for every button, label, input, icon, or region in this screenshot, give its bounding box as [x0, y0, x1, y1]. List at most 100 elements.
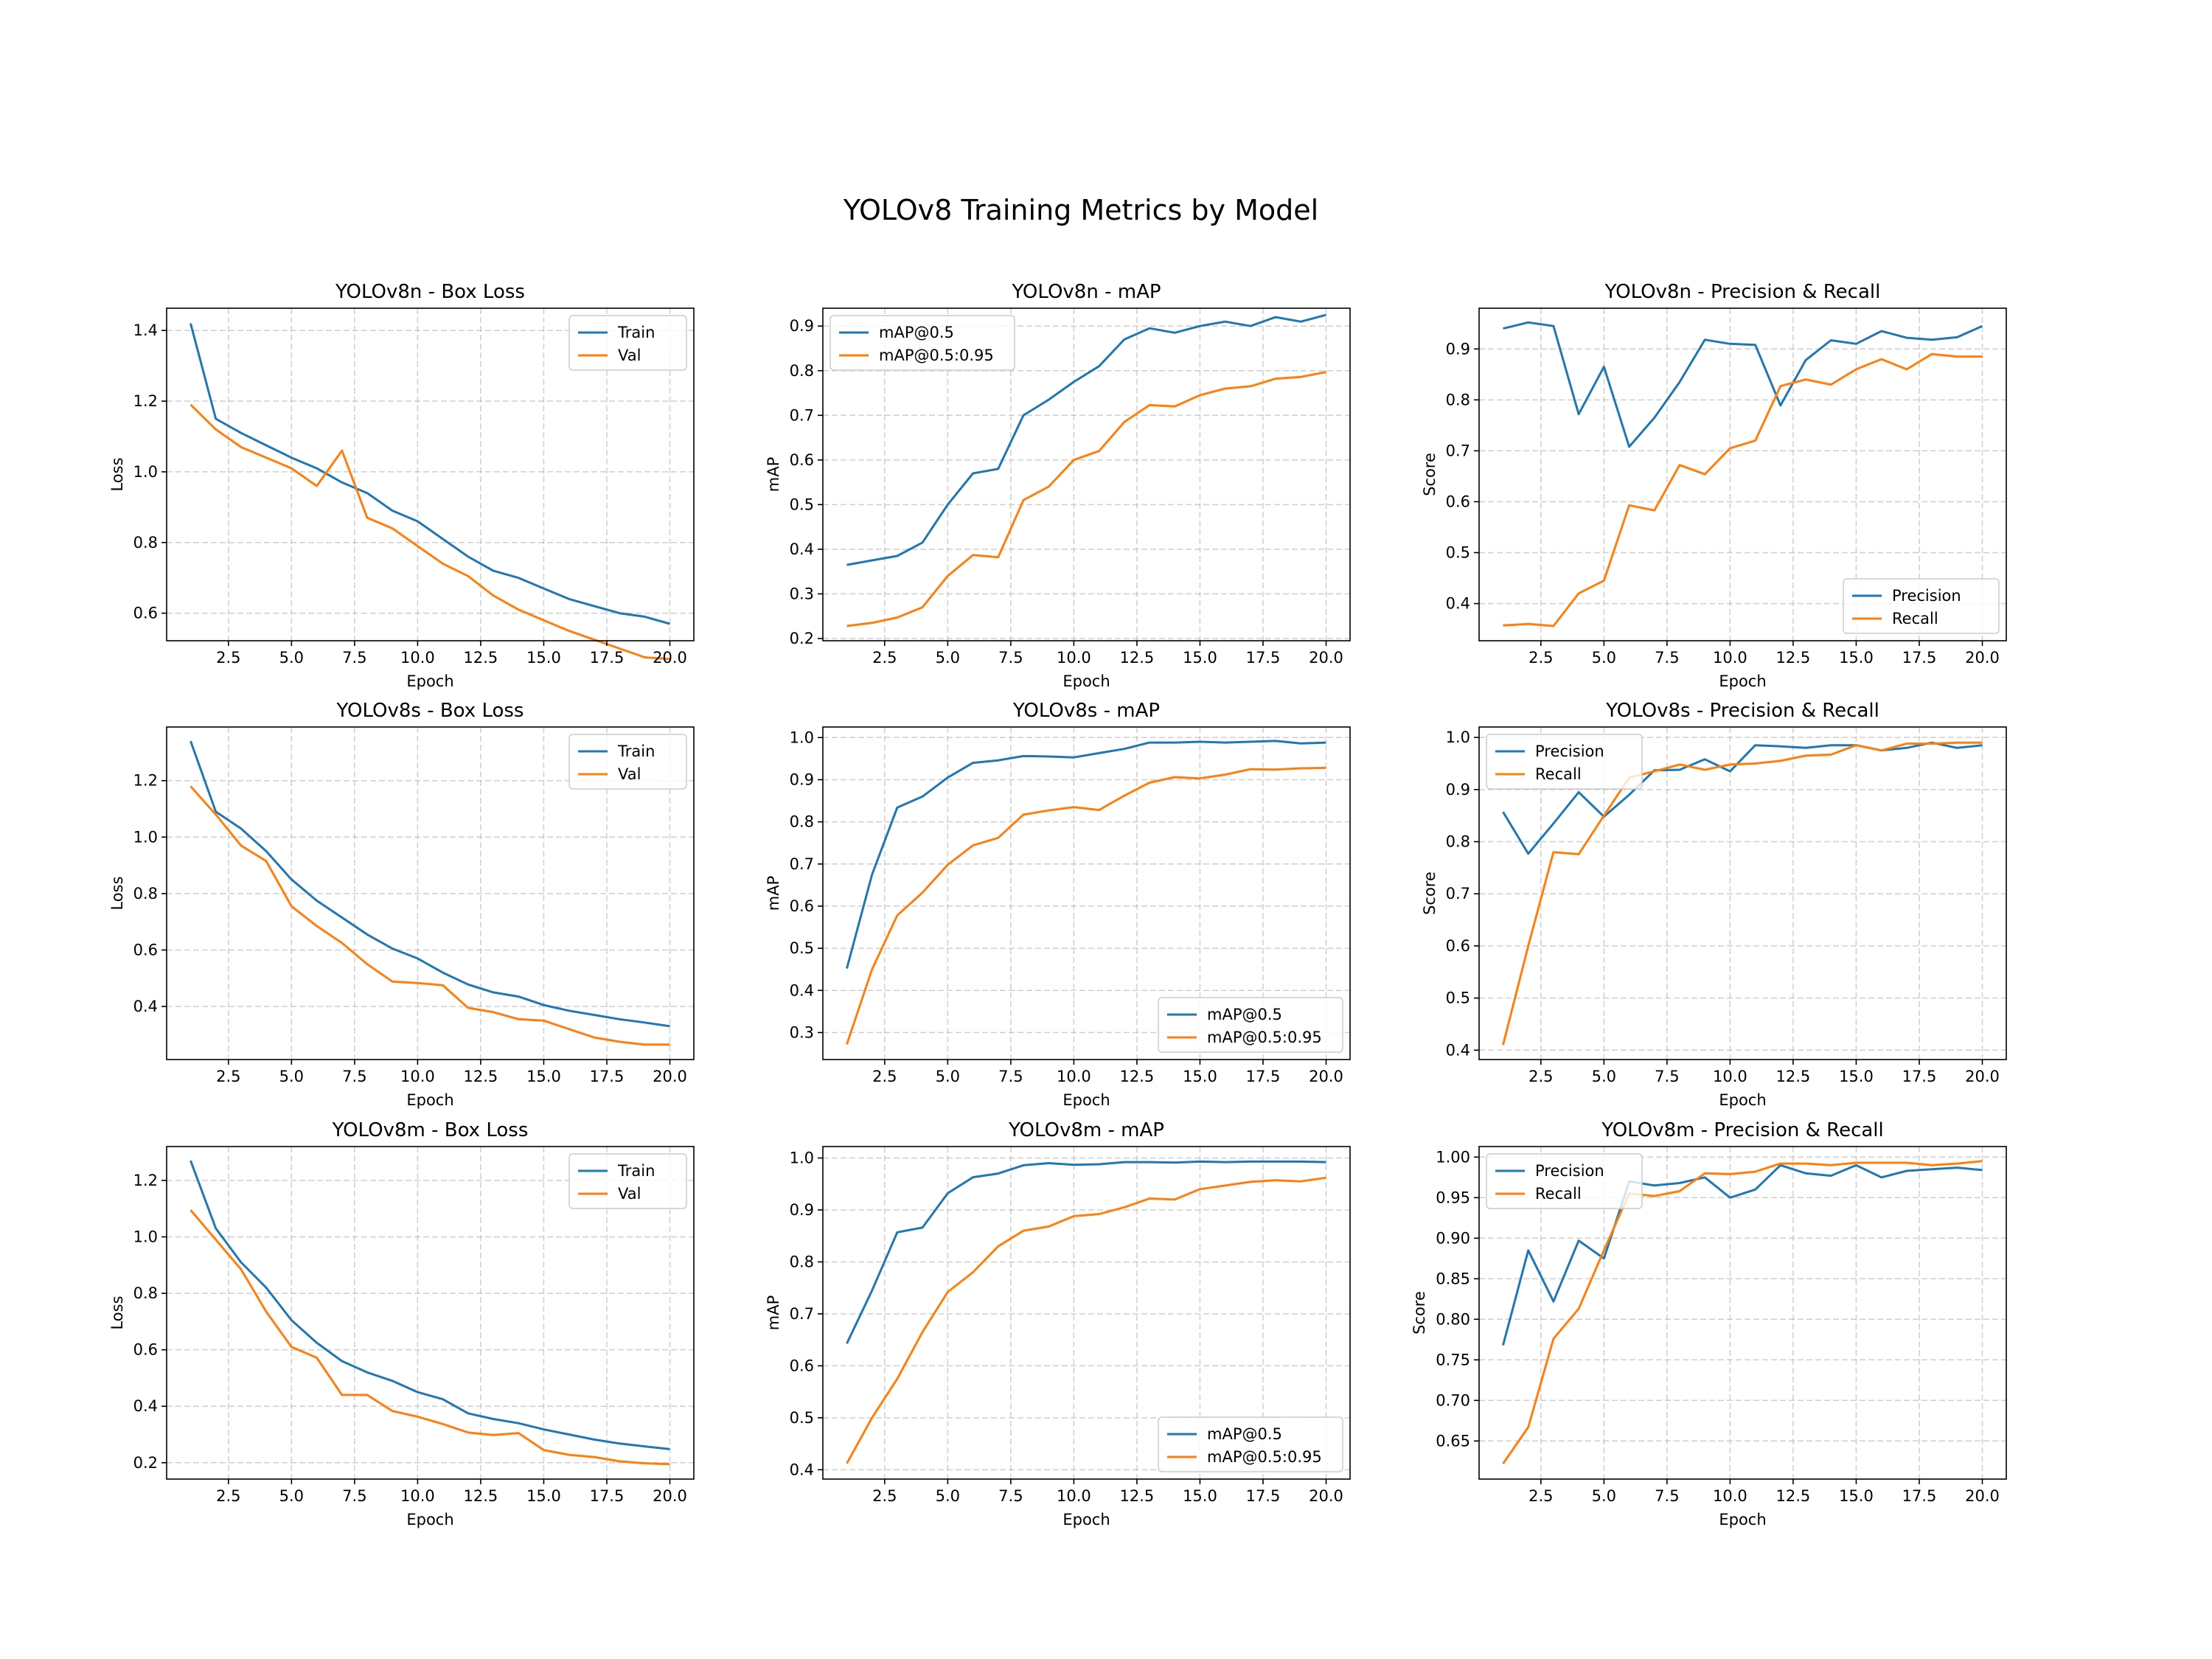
x-tick-label: 20.0: [653, 1068, 687, 1085]
x-tick-label: 2.5: [216, 1487, 240, 1505]
plot-frame: [166, 1146, 695, 1480]
y-tick-label: 0.85: [1436, 1270, 1470, 1287]
y-tick-label: 0.6: [1446, 937, 1470, 955]
legend: Train Val: [568, 315, 687, 371]
x-tick-label: 2.5: [216, 1068, 240, 1085]
y-tick-label: 0.5: [790, 495, 814, 513]
y-tick-label: 0.6: [133, 1341, 158, 1359]
legend-entry: Val: [618, 1185, 641, 1203]
x-tick-label: 20.0: [1965, 649, 2000, 667]
x-axis-label: Epoch: [406, 1511, 453, 1528]
y-tick-label: 0.7: [790, 855, 814, 873]
subplot-7: 2.5 5.0 7.5 10.0 12.5 15.0 17.5 20.0 0.2 0.4 0.6 0.…: [108, 1119, 695, 1528]
legend-entry: Recall: [1535, 765, 1582, 783]
legend: Train Val: [568, 734, 687, 790]
x-tick-label: 10.0: [1713, 649, 1747, 667]
y-tick-label: 0.5: [1446, 544, 1470, 562]
y-tick-label: 0.90: [1436, 1229, 1470, 1247]
plot-frame: [166, 307, 695, 641]
x-axis-label: Epoch: [406, 1091, 453, 1109]
x-tick-label: 2.5: [1528, 649, 1553, 667]
x-tick-label: 2.5: [872, 649, 897, 667]
subplot-3: 2.5 5.0 7.5 10.0 12.5 15.0 17.5 20.0 0.4 0.5 0.6 0.…: [1421, 281, 2007, 690]
legend-box: [1843, 578, 2000, 634]
legend-entry: mAP@0.5: [879, 324, 954, 341]
series-line-secondary: [189, 403, 670, 661]
plot-frame: [822, 307, 1351, 641]
y-axis-label: Loss: [108, 876, 126, 910]
legend-entry: mAP@0.5: [1207, 1006, 1282, 1023]
legend-entry: mAP@0.5: [1207, 1425, 1282, 1443]
x-tick-label: 15.0: [1839, 1487, 1874, 1505]
x-tick-label: 2.5: [872, 1068, 897, 1085]
legend-entry: mAP@0.5:0.95: [1207, 1029, 1322, 1046]
legend-entry: mAP@0.5:0.95: [879, 347, 994, 364]
legend-entry: Recall: [1892, 610, 1938, 627]
y-tick-label: 0.4: [790, 540, 814, 558]
x-tick-label: 15.0: [526, 1068, 561, 1085]
x-tick-label: 20.0: [1965, 1487, 2000, 1505]
series-line-primary: [846, 1160, 1326, 1344]
legend-box: [1158, 997, 1343, 1053]
series-line-primary: [846, 313, 1326, 566]
x-tick-label: 12.5: [1120, 1068, 1155, 1085]
subplot-title: YOLOv8m - Precision & Recall: [1601, 1119, 1884, 1141]
x-tick-label: 17.5: [1246, 1487, 1281, 1505]
x-axis-label: Epoch: [1062, 672, 1110, 690]
series-line-primary: [1502, 1164, 1983, 1346]
x-tick-label: 20.0: [653, 649, 687, 667]
x-tick-label: 17.5: [1902, 1487, 1937, 1505]
y-tick-label: 1.0: [133, 463, 158, 481]
y-tick-label: 0.8: [1446, 391, 1470, 408]
legend-entry: Precision: [1892, 587, 1961, 605]
y-tick-label: 1.0: [133, 828, 158, 846]
x-tick-label: 20.0: [1965, 1068, 2000, 1085]
y-tick-label: 0.8: [133, 1284, 158, 1302]
y-tick-label: 1.0: [1446, 728, 1470, 746]
x-axis-label: Epoch: [1062, 1091, 1110, 1109]
subplot-4: 2.5 5.0 7.5 10.0 12.5 15.0 17.5 20.0 0.4 0.6 0.8 1.…: [108, 700, 695, 1109]
series-line-primary: [189, 740, 670, 1028]
y-axis-label: Loss: [108, 457, 126, 491]
legend: mAP@0.5 mAP@0.5:0.95: [1158, 1416, 1343, 1472]
x-tick-label: 17.5: [1246, 649, 1281, 667]
y-tick-label: 0.4: [133, 998, 158, 1015]
y-tick-label: 0.3: [790, 1023, 814, 1041]
y-tick-label: 0.80: [1436, 1310, 1470, 1328]
x-axis-label: Epoch: [1719, 672, 1766, 690]
y-tick-label: 1.0: [133, 1228, 158, 1246]
x-tick-label: 10.0: [400, 1487, 435, 1505]
y-tick-label: 1.2: [133, 1172, 158, 1189]
x-tick-label: 15.0: [1183, 649, 1217, 667]
x-tick-label: 5.0: [279, 649, 304, 667]
legend: Precision Recall: [1843, 578, 2000, 634]
plot-frame: [822, 1146, 1351, 1480]
series-line-secondary: [846, 766, 1326, 1045]
x-tick-label: 10.0: [1057, 1487, 1091, 1505]
legend: Precision Recall: [1486, 734, 1643, 790]
x-tick-label: 5.0: [1592, 1068, 1616, 1085]
x-tick-label: 15.0: [526, 1487, 561, 1505]
legend-entry: mAP@0.5:0.95: [1207, 1448, 1322, 1466]
y-tick-label: 0.8: [790, 1253, 814, 1270]
y-axis-label: Score: [1421, 453, 1439, 496]
series-line-primary: [189, 323, 670, 625]
y-axis-label: Score: [1421, 872, 1439, 915]
x-axis-label: Epoch: [1719, 1511, 1766, 1528]
series-line-secondary: [1503, 352, 1983, 627]
x-tick-label: 10.0: [1057, 649, 1091, 667]
figure-title: YOLOv8 Training Metrics by Model: [843, 194, 1318, 226]
x-tick-label: 15.0: [1183, 1068, 1217, 1085]
x-tick-label: 7.5: [1655, 1487, 1679, 1505]
x-tick-label: 12.5: [1120, 649, 1155, 667]
series-line-secondary: [189, 1209, 670, 1466]
y-tick-label: 1.00: [1436, 1148, 1470, 1166]
x-tick-label: 5.0: [936, 1068, 960, 1085]
subplot-title: YOLOv8n - Precision & Recall: [1604, 281, 1881, 303]
subplot-grid: 2.5 5.0 7.5 10.0 12.5 15.0 17.5 20.0 0.6 0.8 1.0 1.…: [108, 281, 2007, 1528]
subplot-9: 2.5 5.0 7.5 10.0 12.5 15.0 17.5 20.0 0.65 0.70 0.7…: [1411, 1119, 2007, 1528]
x-axis-label: Epoch: [406, 672, 453, 690]
legend-entry: Train: [617, 324, 655, 341]
legend: Precision Recall: [1486, 1153, 1643, 1209]
y-tick-label: 0.9: [1446, 340, 1470, 358]
